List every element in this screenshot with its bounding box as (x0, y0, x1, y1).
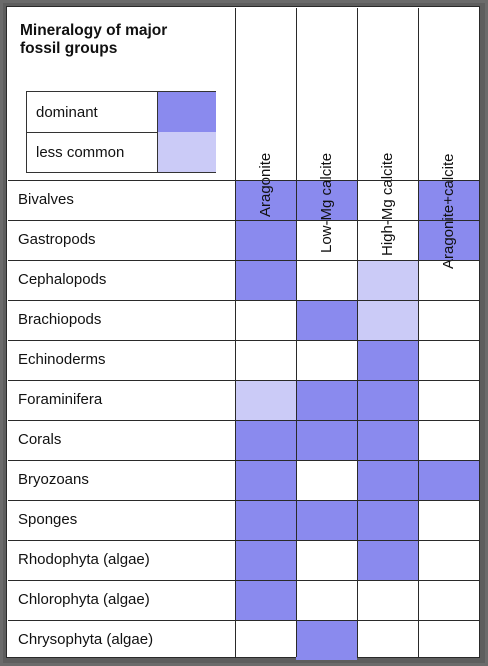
mineral-cell (357, 500, 418, 540)
row-label: Brachiopods (18, 311, 102, 328)
legend-item-less-common: less common (27, 132, 216, 172)
column-header-label: High-Mg calcite (379, 152, 396, 256)
mineral-cell (357, 420, 418, 460)
mineral-cell (418, 460, 479, 500)
column-header: Aragonite (235, 8, 296, 217)
grid-line (8, 460, 479, 461)
legend-swatch-less-common (157, 132, 216, 172)
column-header-label: Low-Mg calcite (318, 152, 335, 253)
page-title: Mineralogy of major fossil groups (20, 22, 168, 57)
grid-line (8, 180, 479, 181)
grid-line (296, 8, 297, 657)
row-label: Foraminifera (18, 391, 103, 408)
row-label: Sponges (18, 511, 78, 528)
mineral-cell (235, 180, 296, 220)
mineral-cell (296, 380, 357, 420)
row-label: Rhodophyta (algae) (18, 551, 150, 568)
grid-line (8, 620, 479, 621)
row-label: Bryozoans (18, 471, 89, 488)
mineral-cell (296, 420, 357, 460)
grid-line (357, 8, 358, 657)
grid-line (8, 580, 479, 581)
grid-line (8, 380, 479, 381)
mineral-cell (235, 460, 296, 500)
grid-line (418, 8, 419, 657)
legend-label: less common (36, 144, 125, 161)
mineral-cell (235, 580, 296, 620)
grid-line (8, 260, 479, 261)
row-label: Cephalopods (18, 271, 107, 288)
mineral-cell (296, 180, 357, 220)
mineral-cell (235, 260, 296, 300)
mineral-cell (296, 500, 357, 540)
mineral-cell (357, 260, 418, 300)
column-header: Aragonite+calcite (418, 8, 479, 270)
mineral-cell (357, 540, 418, 580)
mineral-cell (235, 220, 296, 260)
legend-label: dominant (36, 104, 98, 121)
header-box: Mineralogy of major fossil groups domina… (8, 8, 235, 180)
grid-line (8, 540, 479, 541)
mineral-cell (235, 500, 296, 540)
column-header-label: Aragonite (257, 152, 274, 217)
row-label: Echinoderms (18, 351, 106, 368)
legend: dominant less common (26, 91, 216, 173)
row-label: Bivalves (18, 191, 74, 208)
grid-line (8, 500, 479, 501)
grid-line (8, 220, 479, 221)
legend-swatch-dominant (157, 92, 216, 132)
grid-line (8, 340, 479, 341)
legend-item-dominant: dominant (27, 92, 216, 133)
mineral-cell (357, 380, 418, 420)
row-label: Gastropods (18, 231, 96, 248)
mineral-cell (357, 340, 418, 380)
mineral-cell (418, 180, 479, 220)
row-label: Chrysophyta (algae) (18, 631, 154, 648)
mineral-cell (357, 460, 418, 500)
grid-line (8, 300, 479, 301)
mineral-cell (235, 380, 296, 420)
mineral-cell (235, 420, 296, 460)
column-header: Low-Mg calcite (296, 8, 357, 253)
mineral-cell (235, 540, 296, 580)
column-header: High-Mg calcite (357, 8, 418, 256)
row-label: Chlorophyta (algae) (18, 591, 150, 608)
row-label: Corals (18, 431, 62, 448)
mineral-cell (296, 300, 357, 340)
column-header-label: Aragonite+calcite (440, 153, 457, 270)
grid-line (235, 8, 236, 657)
mineral-cell (357, 300, 418, 340)
grid-line (8, 420, 479, 421)
mineral-cell (418, 220, 479, 260)
mineral-cell (296, 620, 357, 660)
